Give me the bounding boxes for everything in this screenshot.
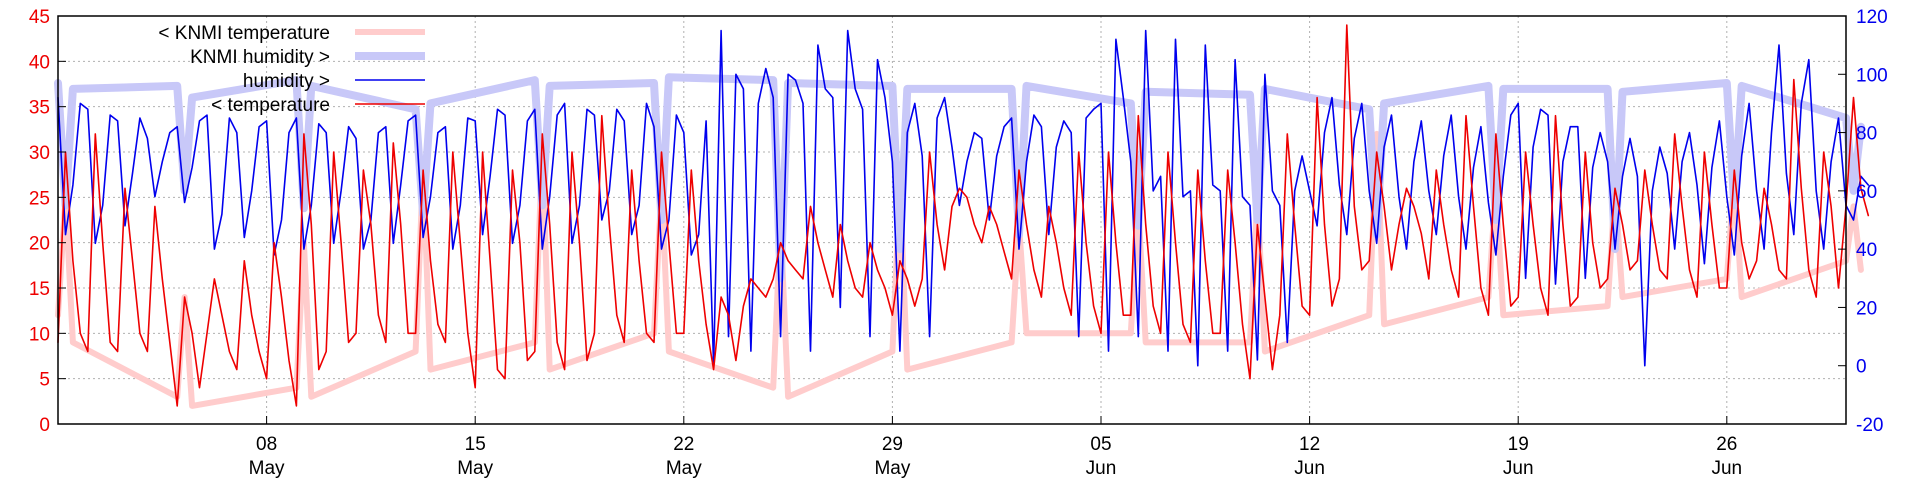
- legend-label-2: humidity >: [243, 71, 330, 92]
- series-line-0: [55, 130, 1864, 409]
- x-tick-day: 29: [882, 434, 903, 455]
- x-tick-month: Jun: [1294, 458, 1325, 479]
- right-tick-label: 60: [1856, 182, 1877, 203]
- plot-frame: [57, 15, 1847, 425]
- x-tick-month: May: [666, 458, 702, 479]
- right-tick-label: 40: [1856, 240, 1877, 261]
- x-tick-day: 19: [1508, 434, 1529, 455]
- x-tick-month: Jun: [1711, 458, 1742, 479]
- series-line-3: [57, 24, 1870, 407]
- x-tick-day: 26: [1716, 434, 1737, 455]
- series-line-1: [54, 73, 1865, 283]
- series-line-2: [57, 29, 1870, 367]
- legend: < KNMI temperature KNMI humidity > humidit…: [158, 23, 425, 116]
- legend-label-0: < KNMI temperature: [158, 23, 330, 44]
- x-tick-month: Jun: [1503, 458, 1534, 479]
- right-axis: -20 0 20 40 60 80 100 120: [1838, 7, 1888, 436]
- right-tick-label: 80: [1856, 124, 1877, 145]
- x-tick-day: 15: [465, 434, 486, 455]
- x-tick-month: May: [457, 458, 493, 479]
- x-tick-day: 12: [1299, 434, 1320, 455]
- legend-label-1: KNMI humidity >: [190, 47, 330, 68]
- left-tick-label: 10: [29, 324, 50, 345]
- left-tick-label: 20: [29, 234, 50, 255]
- x-axis: 08 May 15 May 22 May 29 May 05 Jun 12 Jun 19 Jun 26 Jun: [249, 416, 1742, 479]
- left-tick-label: 30: [29, 143, 50, 164]
- left-tick-label: 15: [29, 279, 50, 300]
- left-tick-label: 45: [29, 7, 50, 28]
- left-tick-label: 35: [29, 98, 50, 119]
- left-tick-label: 5: [39, 370, 50, 391]
- right-tick-label: 100: [1856, 65, 1888, 86]
- left-axis: 0 5 10 15 20 25 30 35 40 45: [29, 7, 66, 436]
- x-tick-month: Jun: [1086, 458, 1117, 479]
- x-tick-day: 08: [256, 434, 277, 455]
- x-tick-month: May: [874, 458, 910, 479]
- left-tick-label: 25: [29, 188, 50, 209]
- x-tick-day: 05: [1090, 434, 1111, 455]
- x-tick-month: May: [249, 458, 285, 479]
- x-tick-day: 22: [673, 434, 694, 455]
- left-tick-label: 40: [29, 52, 50, 73]
- right-tick-label: 120: [1856, 7, 1888, 28]
- grid-lines: [58, 16, 1846, 424]
- right-tick-label: 0: [1856, 357, 1867, 378]
- right-tick-label: -20: [1856, 415, 1883, 436]
- left-tick-label: 0: [39, 415, 50, 436]
- series-layer: [54, 24, 1870, 409]
- right-tick-label: 20: [1856, 298, 1877, 319]
- legend-label-3: < temperature: [211, 95, 330, 116]
